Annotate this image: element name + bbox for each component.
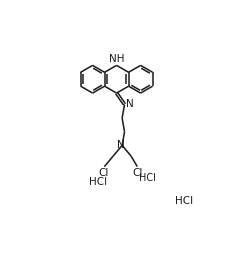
Text: HCl: HCl bbox=[89, 177, 107, 187]
Text: HCl: HCl bbox=[174, 196, 192, 206]
Text: N: N bbox=[125, 99, 133, 110]
Text: HCl: HCl bbox=[138, 173, 155, 183]
Text: N: N bbox=[117, 140, 125, 150]
Text: NH: NH bbox=[108, 54, 124, 64]
Text: Cl: Cl bbox=[98, 168, 108, 178]
Text: Cl: Cl bbox=[132, 168, 143, 178]
